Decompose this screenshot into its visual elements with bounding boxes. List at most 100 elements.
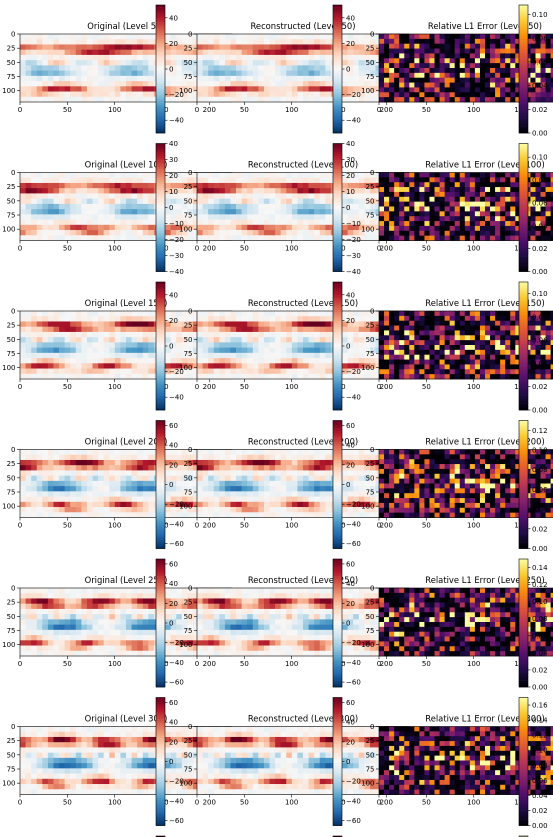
- heatmap-cell: [479, 191, 486, 198]
- heatmap-cell: [114, 311, 121, 317]
- colorbar-step: [333, 316, 342, 319]
- heatmap-cell: [75, 352, 82, 359]
- heatmap-cell: [241, 363, 248, 369]
- heatmap-cell: [20, 203, 26, 210]
- heatmap-cell: [103, 86, 110, 92]
- heatmap-cell: [269, 49, 276, 56]
- heatmap-cell: [275, 203, 282, 210]
- heatmap-cell: [414, 216, 420, 222]
- heatmap-cell: [490, 216, 496, 222]
- heatmap-cell: [131, 54, 138, 61]
- heatmap-cell: [485, 191, 491, 198]
- heatmap-cell: [535, 172, 541, 178]
- heatmap-cell: [187, 331, 194, 338]
- heatmap-cell: [131, 81, 138, 87]
- heatmap-cell: [137, 230, 144, 236]
- heatmap-cell: [263, 60, 270, 66]
- heatmap-cell: [148, 177, 155, 184]
- heatmap-cell: [510, 77, 516, 83]
- colorbar-step: [156, 60, 165, 63]
- heatmap-cell: [454, 235, 461, 241]
- heatmap-cell: [64, 188, 71, 194]
- heatmap-cell: [219, 337, 226, 343]
- heatmap-cell: [142, 235, 149, 241]
- heatmap-cell: [384, 216, 390, 222]
- heatmap-cell: [247, 219, 254, 226]
- colorbar-step: [333, 250, 342, 253]
- heatmap-cell: [269, 91, 276, 98]
- colorbar-step: [519, 75, 528, 78]
- heatmap-cell: [252, 209, 259, 215]
- colorbar-step: [156, 292, 165, 296]
- heatmap-cell: [148, 316, 155, 322]
- heatmap-cell: [474, 43, 481, 49]
- heatmap-cell: [187, 316, 194, 322]
- colorbar-step: [156, 324, 165, 328]
- heatmap-cell: [86, 86, 93, 92]
- heatmap-cell: [291, 70, 298, 77]
- colorbar-step: [156, 145, 165, 149]
- heatmap-cell: [399, 235, 405, 241]
- heatmap-cell: [70, 198, 77, 205]
- heatmap-cell: [353, 182, 360, 189]
- heatmap-cell: [485, 196, 491, 202]
- heatmap-cell: [137, 65, 144, 71]
- heatmap-cell: [165, 49, 171, 56]
- heatmap-cell: [187, 321, 194, 328]
- heatmap-cell: [454, 82, 461, 88]
- heatmap-cell: [286, 311, 293, 317]
- heatmap-cell: [148, 81, 155, 87]
- heatmap-cell: [505, 182, 511, 188]
- heatmap-cell: [230, 65, 237, 71]
- colorbar-step: [333, 337, 342, 340]
- y-tick-label: 75: [184, 212, 193, 220]
- heatmap-cell: [495, 311, 501, 317]
- heatmap-cell: [500, 34, 506, 40]
- colorbar-step: [156, 71, 165, 74]
- heatmap-cell: [208, 60, 215, 66]
- heatmap-cell: [297, 363, 304, 369]
- heatmap-cell: [464, 211, 471, 217]
- heatmap-cell: [404, 225, 410, 232]
- heatmap-cell: [384, 48, 390, 54]
- heatmap-cell: [303, 368, 309, 375]
- heatmap-cell: [31, 193, 38, 199]
- heatmap-cell: [485, 43, 491, 49]
- heatmap-cell: [202, 368, 209, 375]
- heatmap-cell: [353, 214, 360, 220]
- heatmap-cell: [510, 34, 516, 40]
- colorbar-step: [519, 98, 528, 102]
- heatmap-cell: [399, 48, 405, 54]
- heatmap-cell: [545, 72, 551, 79]
- heatmap-cell: [369, 91, 376, 98]
- heatmap-cell: [75, 54, 82, 61]
- heatmap-cell: [429, 315, 435, 322]
- heatmap-cell: [20, 209, 26, 215]
- heatmap-cell: [404, 191, 410, 198]
- heatmap-cell: [550, 48, 553, 54]
- heatmap-cell: [202, 44, 209, 51]
- heatmap-cell: [550, 97, 553, 103]
- colorbar-step: [333, 188, 342, 191]
- heatmap-cell: [280, 326, 287, 333]
- heatmap-cell: [297, 316, 304, 322]
- heatmap-cell: [444, 196, 451, 202]
- heatmap-cell: [247, 321, 254, 328]
- colorbar-step: [156, 166, 165, 170]
- heatmap-cell: [70, 358, 77, 364]
- heatmap-cell: [187, 54, 194, 61]
- x-tick-label: 100: [108, 383, 121, 391]
- heatmap-cell: [500, 72, 506, 79]
- heatmap-cell: [469, 196, 476, 202]
- heatmap-cell: [439, 191, 445, 198]
- colorbar: [156, 282, 165, 411]
- heatmap-cell: [358, 331, 365, 338]
- colorbar-tick-label: 0.02: [532, 245, 548, 253]
- heatmap-cell: [247, 81, 254, 87]
- heatmap-cell: [219, 358, 226, 364]
- heatmap-cell: [165, 44, 171, 51]
- heatmap-cell: [414, 191, 420, 198]
- heatmap-cell: [325, 337, 332, 343]
- heatmap-cell: [419, 211, 425, 217]
- heatmap-cell: [419, 77, 425, 83]
